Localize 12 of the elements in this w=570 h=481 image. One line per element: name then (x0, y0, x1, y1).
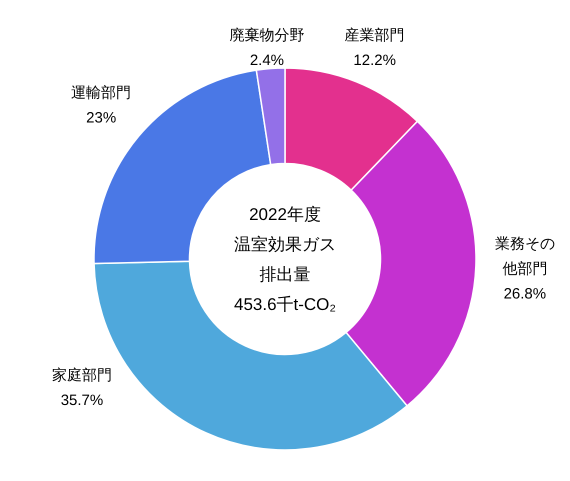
data-label: 2.4% (250, 52, 284, 69)
text: 2022年度温室効果ガス排出量 (234, 205, 336, 284)
data-label: 23% (86, 110, 116, 127)
slice-label: 業務その他部門 (494, 236, 555, 278)
slice-label: 家庭部門 (52, 367, 112, 384)
data-label: 35.7% (60, 392, 104, 409)
slice-label: 産業部門 (344, 27, 405, 44)
data-label: 26.8% (504, 286, 546, 303)
text: 453.6千t-CO₂ (234, 295, 336, 314)
slice-label: 廃棄物分野 (229, 27, 304, 44)
slice-label: 運輸部門 (71, 84, 132, 102)
data-label: 12.2% (353, 52, 396, 69)
